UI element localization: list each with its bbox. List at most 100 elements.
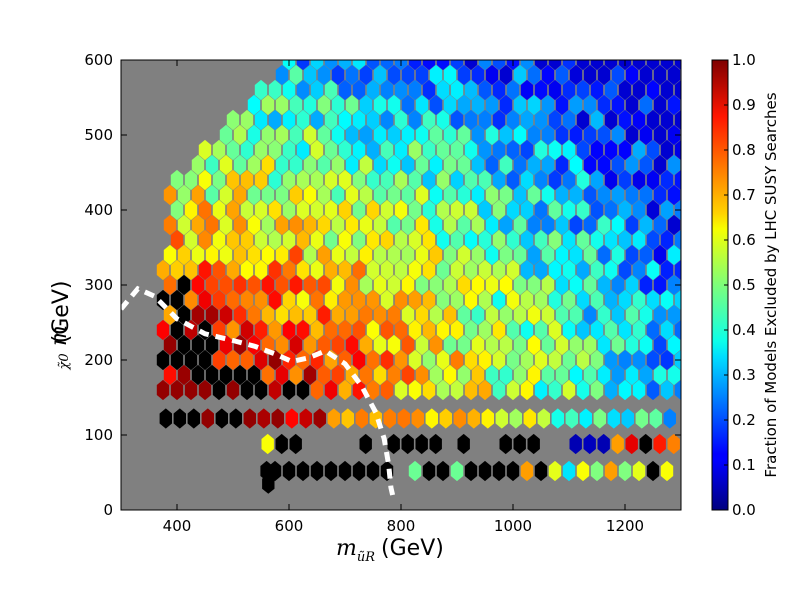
hex-bin bbox=[625, 334, 639, 356]
hex-bin bbox=[639, 124, 653, 146]
hex-bin bbox=[499, 214, 513, 236]
hex-bin bbox=[583, 154, 597, 176]
hex-bin bbox=[499, 364, 513, 386]
hex-bin bbox=[565, 408, 578, 429]
hex-bin bbox=[660, 109, 674, 131]
hex-bin bbox=[233, 214, 247, 236]
hex-bin bbox=[303, 184, 317, 206]
hex-bin bbox=[562, 109, 576, 131]
hex-bin bbox=[618, 79, 632, 101]
hex-bin bbox=[303, 154, 317, 176]
hex-bin bbox=[401, 214, 415, 236]
hex-bin bbox=[639, 364, 653, 386]
hex-bin bbox=[682, 95, 694, 115]
colorbar-tick-label: 0.9 bbox=[732, 96, 756, 114]
hex-bin bbox=[163, 364, 177, 386]
hex-bin bbox=[527, 364, 541, 386]
hex-bin bbox=[443, 124, 457, 146]
hex-bin bbox=[569, 364, 583, 386]
hex-bin bbox=[429, 154, 443, 176]
hex-bin bbox=[429, 184, 443, 206]
hex-bin bbox=[527, 214, 541, 236]
colorbar-ticks: 0.0 0.1 0.2 0.3 0.4 0.5 0.6 0.7 0.8 0.9 1.0 bbox=[724, 51, 756, 519]
hex-bin bbox=[205, 274, 219, 296]
hex-bin bbox=[492, 139, 506, 161]
hex-bin bbox=[604, 379, 618, 401]
hex-bin bbox=[317, 214, 331, 236]
hex-bin bbox=[499, 94, 513, 116]
hex-bin bbox=[352, 349, 366, 371]
hex-bin bbox=[408, 460, 422, 482]
hex-bin bbox=[338, 289, 352, 311]
hex-bin bbox=[383, 408, 396, 429]
hex-bin bbox=[226, 319, 240, 341]
hex-bin bbox=[261, 124, 275, 146]
hex-bin bbox=[275, 334, 289, 356]
hex-bin bbox=[261, 184, 275, 206]
hex-bin bbox=[173, 408, 186, 429]
hex-bin bbox=[450, 79, 464, 101]
hex-bin bbox=[534, 229, 548, 251]
hex-bin bbox=[170, 229, 184, 251]
hex-bin bbox=[415, 214, 429, 236]
hex-bin bbox=[289, 94, 303, 116]
hex-bin bbox=[492, 349, 506, 371]
hex-bin bbox=[247, 214, 261, 236]
hex-bin bbox=[523, 408, 536, 429]
hex-bin bbox=[191, 154, 205, 176]
hex-bin bbox=[471, 94, 485, 116]
hex-bin bbox=[471, 364, 485, 386]
hex-bin bbox=[303, 64, 317, 86]
hex-bin bbox=[268, 259, 282, 281]
hex-bin bbox=[646, 349, 660, 371]
hex-bin bbox=[170, 289, 184, 311]
hex-bin bbox=[506, 109, 520, 131]
hex-bin bbox=[233, 244, 247, 266]
hex-bin bbox=[324, 169, 338, 191]
hex-bin bbox=[408, 379, 422, 401]
hex-bin bbox=[324, 139, 338, 161]
hex-bin bbox=[422, 79, 436, 101]
hex-bin bbox=[562, 379, 576, 401]
hex-bin bbox=[401, 334, 415, 356]
hex-bin bbox=[198, 229, 212, 251]
hex-bin bbox=[653, 433, 666, 455]
hex-bin bbox=[583, 433, 596, 455]
hex-bin bbox=[373, 334, 387, 356]
hex-bin bbox=[366, 79, 380, 101]
hex-bin bbox=[597, 124, 611, 146]
hex-bin bbox=[282, 109, 296, 131]
hex-bin bbox=[576, 460, 590, 482]
hex-bin bbox=[674, 319, 681, 341]
hex-bin bbox=[555, 184, 569, 206]
hex-bin bbox=[289, 154, 303, 176]
hex-bin bbox=[499, 184, 513, 206]
hex-bin bbox=[401, 244, 415, 266]
hex-bin bbox=[394, 109, 408, 131]
hex-bin bbox=[639, 334, 653, 356]
hex-bin bbox=[282, 229, 296, 251]
hex-bin bbox=[317, 304, 331, 326]
hex-bin bbox=[247, 124, 261, 146]
hex-bin bbox=[520, 349, 534, 371]
hex-bin bbox=[478, 199, 492, 221]
hex-bin bbox=[660, 199, 674, 221]
hex-bin bbox=[401, 184, 415, 206]
hex-bin bbox=[450, 259, 464, 281]
hex-bin bbox=[674, 229, 681, 251]
hex-bin bbox=[506, 259, 520, 281]
hex-bin bbox=[159, 408, 172, 429]
hex-bin bbox=[254, 349, 268, 371]
hex-bin bbox=[422, 169, 436, 191]
hex-bin bbox=[331, 124, 345, 146]
hex-bin bbox=[576, 109, 590, 131]
hex-bin bbox=[380, 79, 394, 101]
hex-bin bbox=[513, 154, 527, 176]
hex-bin bbox=[548, 199, 562, 221]
hex-bin bbox=[310, 199, 324, 221]
hex-bin bbox=[415, 304, 429, 326]
hex-bin bbox=[184, 229, 198, 251]
hex-bin bbox=[569, 304, 583, 326]
colorbar-tick-label: 1.0 bbox=[732, 51, 756, 69]
